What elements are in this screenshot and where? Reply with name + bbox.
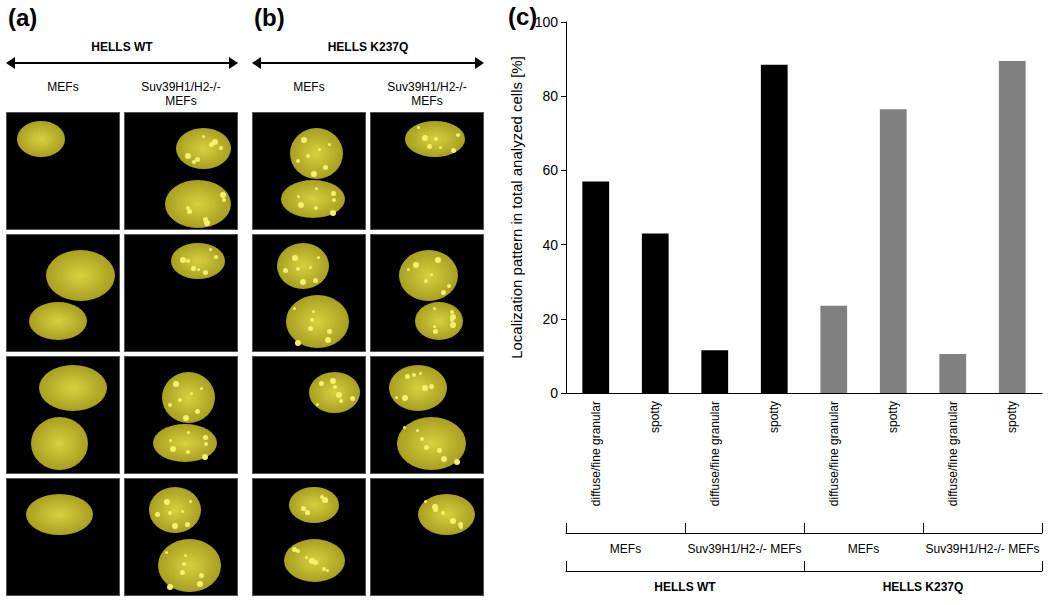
html-text:(a): (a) xyxy=(8,4,38,31)
svg-text:HELLS K237Q: HELLS K237Q xyxy=(883,580,964,594)
svg-text:40: 40 xyxy=(542,237,558,253)
svg-text:diffuse/fine granular: diffuse/fine granular xyxy=(708,401,722,506)
svg-text:spotty: spotty xyxy=(886,401,900,433)
svg-text:diffuse/fine granular: diffuse/fine granular xyxy=(589,401,603,506)
html-text:Suv39H1/H2-/- MEFs: Suv39H1/H2-/- MEFs xyxy=(387,80,467,108)
svg-text:20: 20 xyxy=(542,311,558,327)
svg-text:100: 100 xyxy=(535,14,559,30)
svg-text:spotty: spotty xyxy=(648,401,662,433)
svg-text:(c): (c) xyxy=(508,3,537,30)
html-text:Suv39H1/H2-/- MEFs: Suv39H1/H2-/- MEFs xyxy=(141,80,221,108)
svg-text:80: 80 xyxy=(542,88,558,104)
html-text:(b): (b) xyxy=(254,4,285,31)
svg-text:0: 0 xyxy=(550,385,558,401)
svg-text:60: 60 xyxy=(542,162,558,178)
svg-text:Suv39H1/H2-/- MEFs: Suv39H1/H2-/- MEFs xyxy=(925,542,1039,556)
html-text:MEFs: MEFs xyxy=(47,80,79,94)
svg-text:MEFs: MEFs xyxy=(848,542,879,556)
svg-text:MEFs: MEFs xyxy=(610,542,641,556)
svg-text:spotty: spotty xyxy=(767,401,781,433)
svg-text:Localization pattern in total: Localization pattern in total analyzed c… xyxy=(508,56,525,359)
svg-text:Suv39H1/H2-/- MEFs: Suv39H1/H2-/- MEFs xyxy=(687,542,801,556)
svg-text:diffuse/fine granular: diffuse/fine granular xyxy=(827,401,841,506)
svg-text:HELLS WT: HELLS WT xyxy=(654,580,716,594)
html-text:MEFs: MEFs xyxy=(293,80,325,94)
html-text:HELLS WT: HELLS WT xyxy=(91,40,153,54)
html-text:HELLS K237Q: HELLS K237Q xyxy=(327,40,409,54)
svg-text:diffuse/fine granular: diffuse/fine granular xyxy=(946,401,960,506)
svg-text:spotty: spotty xyxy=(1005,401,1019,433)
